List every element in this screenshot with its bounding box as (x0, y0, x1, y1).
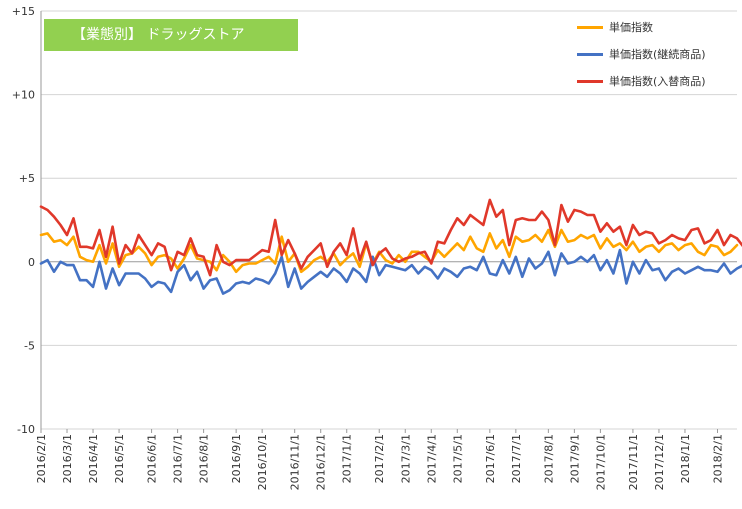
legend-label: 単価指数 (609, 21, 653, 34)
x-tick-label: 2017/7/1 (510, 434, 523, 483)
x-tick-label: 2016/7/1 (172, 434, 185, 483)
chart-title: 【業態別】 ドラッグストア (44, 19, 298, 51)
x-axis-ticks: 2016/2/1 2016/3/1 2016/4/1 2016/5/1 2016/6/1… (35, 429, 724, 490)
legend: 単価指数 単価指数(継続商品) 単価指数(入替商品) (577, 14, 737, 95)
x-tick-label: 2016/10/1 (256, 434, 269, 490)
x-tick-label: 2017/12/1 (653, 434, 666, 490)
series-line (39, 228, 739, 274)
y-tick-label: -10 (17, 423, 35, 436)
legend-item: 単価指数(継続商品) (577, 41, 737, 68)
legend-label: 単価指数(継続商品) (609, 48, 706, 61)
legend-swatch (577, 26, 603, 29)
x-tick-label: 2016/3/1 (61, 434, 74, 483)
x-tick-label: 2017/8/1 (542, 434, 555, 483)
x-tick-label: 2017/3/1 (399, 434, 412, 483)
y-tick-label: +15 (12, 5, 35, 18)
x-tick-label: 2016/4/1 (87, 434, 100, 483)
x-tick-label: 2016/8/1 (198, 434, 211, 483)
legend-item: 単価指数(入替商品) (577, 68, 737, 95)
series-lines (39, 198, 742, 295)
x-tick-label: 2017/2/1 (373, 434, 386, 483)
x-tick-label: 2017/6/1 (484, 434, 497, 483)
x-tick-label: 2016/9/1 (230, 434, 243, 483)
x-tick-label: 2017/9/1 (568, 434, 581, 483)
y-tick-label: 0 (28, 256, 35, 269)
y-tick-label: -5 (24, 339, 35, 352)
x-tick-label: 2016/11/1 (289, 434, 302, 490)
x-tick-label: 2017/5/1 (451, 434, 464, 483)
legend-label: 単価指数(入替商品) (609, 75, 706, 88)
x-tick-label: 2017/11/1 (627, 434, 640, 490)
x-tick-label: 2017/4/1 (425, 434, 438, 483)
x-tick-label: 2016/12/1 (315, 434, 328, 490)
x-tick-label: 2016/6/1 (146, 434, 159, 483)
x-tick-label: 2018/2/1 (711, 434, 724, 483)
x-tick-label: 2017/10/1 (594, 434, 607, 490)
y-tick-label: +5 (19, 172, 35, 185)
legend-item: 単価指数 (577, 14, 737, 41)
x-tick-label: 2016/2/1 (35, 434, 48, 483)
x-tick-label: 2016/5/1 (113, 434, 126, 483)
y-tick-label: +10 (12, 89, 35, 102)
series-line (39, 198, 742, 277)
x-tick-label: 2018/1/1 (679, 434, 692, 483)
y-axis-ticks: -10 -5 0 +5 +10 +15 (12, 5, 35, 436)
series-line (39, 248, 742, 295)
x-tick-label: 2017/1/1 (341, 434, 354, 483)
legend-swatch (577, 53, 603, 56)
legend-swatch (577, 80, 603, 83)
